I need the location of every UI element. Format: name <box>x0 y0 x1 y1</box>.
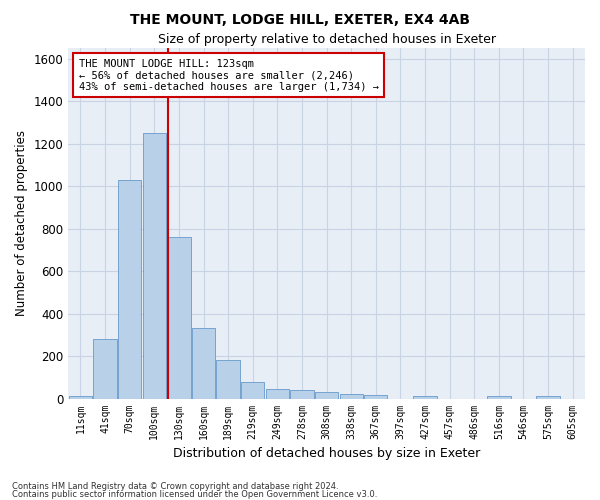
Bar <box>290 390 314 398</box>
Bar <box>167 237 191 398</box>
Bar <box>241 382 265 398</box>
Y-axis label: Number of detached properties: Number of detached properties <box>15 130 28 316</box>
Bar <box>413 396 437 398</box>
Text: Contains HM Land Registry data © Crown copyright and database right 2024.: Contains HM Land Registry data © Crown c… <box>12 482 338 491</box>
Bar <box>217 360 240 399</box>
Bar <box>536 396 560 398</box>
Bar <box>118 180 142 398</box>
Bar <box>94 339 117 398</box>
Bar <box>487 396 511 398</box>
Text: Contains public sector information licensed under the Open Government Licence v3: Contains public sector information licen… <box>12 490 377 499</box>
Bar <box>364 396 388 398</box>
Bar <box>340 394 363 398</box>
X-axis label: Distribution of detached houses by size in Exeter: Distribution of detached houses by size … <box>173 447 480 460</box>
Text: THE MOUNT LODGE HILL: 123sqm
← 56% of detached houses are smaller (2,246)
43% of: THE MOUNT LODGE HILL: 123sqm ← 56% of de… <box>79 58 379 92</box>
Bar <box>315 392 338 398</box>
Text: THE MOUNT, LODGE HILL, EXETER, EX4 4AB: THE MOUNT, LODGE HILL, EXETER, EX4 4AB <box>130 12 470 26</box>
Bar <box>192 328 215 398</box>
Bar <box>143 133 166 398</box>
Bar <box>266 389 289 398</box>
Bar <box>69 396 92 398</box>
Title: Size of property relative to detached houses in Exeter: Size of property relative to detached ho… <box>158 32 496 46</box>
